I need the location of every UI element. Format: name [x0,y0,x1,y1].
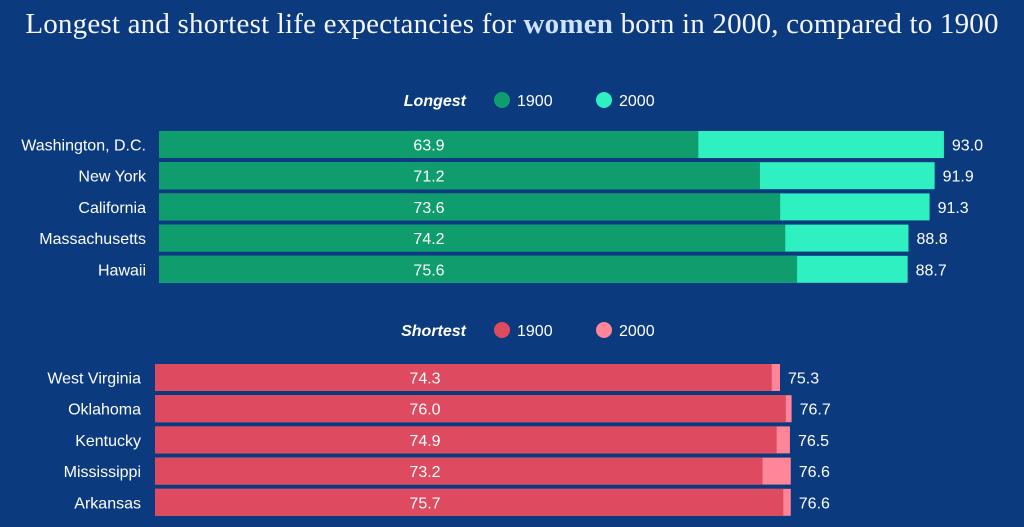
value-2000-hawaii: 88.7 [916,262,947,279]
legend-label-longest-2000: 2000 [619,93,655,110]
value-2000-california: 91.3 [938,200,969,217]
value-2000-mississippi: 76.6 [799,464,830,481]
value-1900-kentucky: 74.9 [409,433,440,450]
value-1900-new-york: 71.2 [413,169,444,186]
legend-label-longest-1900: 1900 [517,93,553,110]
title-after: born in 2000, compared to 1900 [613,8,999,40]
category-label-mississippi: Mississippi [64,464,141,481]
legend-title-shortest: Shortest [401,323,467,340]
bar-1900-arkansas [155,488,784,516]
value-2000-massachusetts: 88.8 [916,231,947,248]
value-1900-oklahoma: 76.0 [409,402,440,419]
value-1900-arkansas: 75.7 [409,495,440,512]
value-1900-hawaii: 75.6 [413,262,444,279]
bar-1900-oklahoma [155,395,786,423]
legend-title-longest: Longest [404,93,467,110]
title-before: Longest and shortest life expectancies f… [25,8,524,40]
title-highlight: women [523,8,614,40]
legend-swatch-shortest-1900 [494,322,510,338]
bar-1900-new-york [159,162,760,190]
value-2000-kentucky: 76.5 [798,433,829,450]
category-label-arkansas: Arkansas [74,495,141,512]
bar-1900-mississippi [155,457,763,485]
legend-swatch-longest-1900 [494,92,510,108]
value-2000-arkansas: 76.6 [799,495,830,512]
bar-1900-washington-d-c [159,131,699,158]
category-label-west-virginia: West Virginia [47,371,141,388]
legend-label-shortest-1900: 1900 [517,323,553,340]
legend-label-shortest-2000: 2000 [619,323,655,340]
value-1900-mississippi: 73.2 [409,464,440,481]
value-2000-new-york: 91.9 [943,169,974,186]
category-label-hawaii: Hawaii [98,262,146,279]
bar-1900-california [159,193,781,221]
value-2000-oklahoma: 76.7 [800,402,831,419]
category-label-kentucky: Kentucky [75,433,141,450]
bar-1900-hawaii [159,255,798,283]
value-2000-washington-d-c: 93.0 [952,138,983,155]
value-1900-west-virginia: 74.3 [409,371,440,388]
value-1900-massachusetts: 74.2 [413,231,444,248]
value-2000-west-virginia: 75.3 [788,371,819,388]
legend-swatch-shortest-2000 [596,322,612,338]
value-1900-california: 73.6 [413,200,444,217]
category-label-oklahoma: Oklahoma [68,402,141,419]
category-label-california: California [78,200,146,217]
bar-1900-west-virginia [155,364,772,391]
legend-swatch-longest-2000 [596,92,612,108]
chart-title: Longest and shortest life expectancies f… [0,8,1024,41]
category-label-massachusetts: Massachusetts [39,231,146,248]
bar-1900-massachusetts [159,224,786,252]
value-1900-washington-d-c: 63.9 [413,138,444,155]
bar-1900-kentucky [155,426,777,454]
category-label-new-york: New York [78,169,147,186]
category-label-washington-d-c: Washington, D.C. [21,138,146,155]
